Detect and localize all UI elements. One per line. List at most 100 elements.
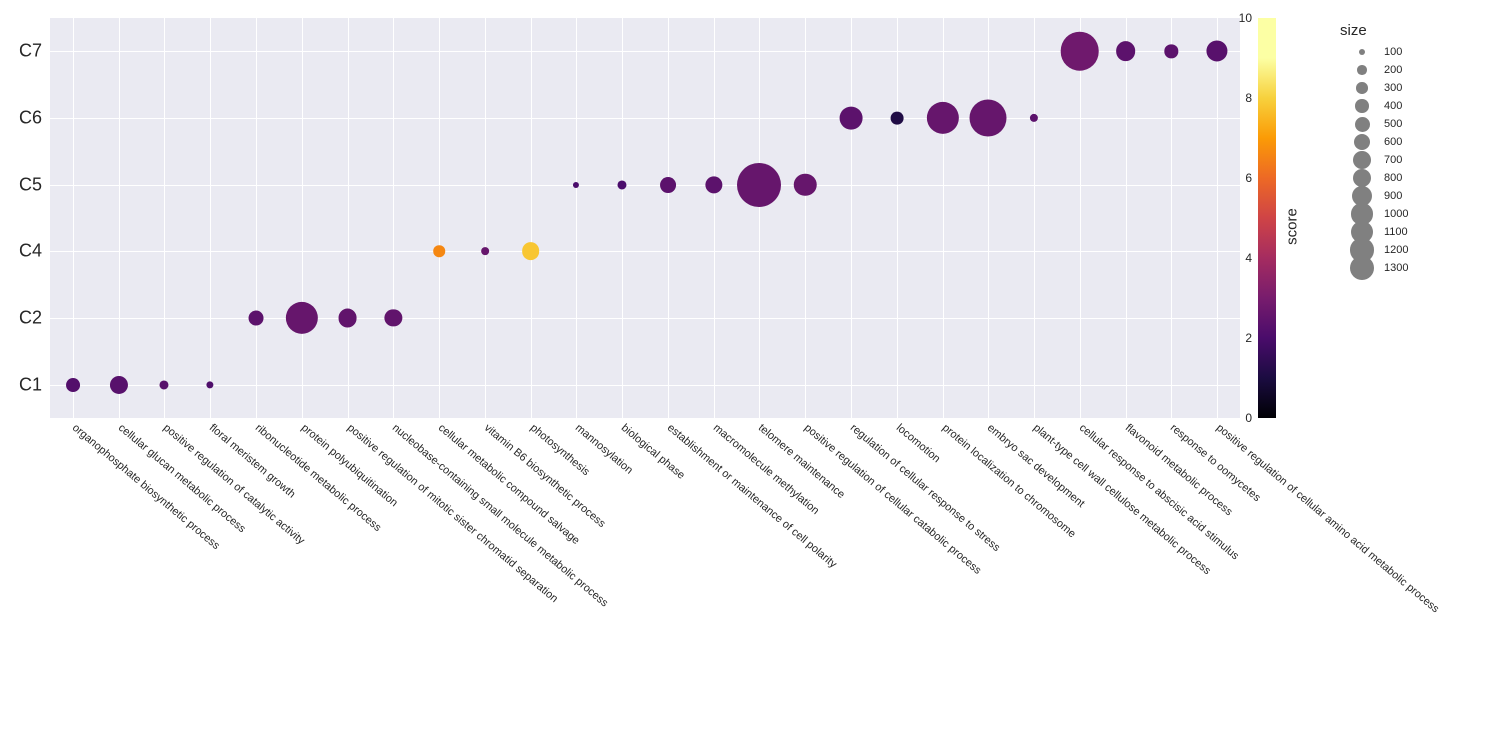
data-point xyxy=(207,381,214,388)
gridline-v xyxy=(73,18,74,418)
data-point xyxy=(1207,41,1228,62)
size-legend-label: 500 xyxy=(1384,118,1402,130)
colorbar-tick: 4 xyxy=(1245,251,1252,265)
size-legend-label: 1200 xyxy=(1384,244,1408,256)
colorbar-title: score xyxy=(1284,208,1301,245)
data-point xyxy=(338,309,357,328)
x-tick-label: locomotion xyxy=(894,422,942,465)
data-point xyxy=(110,376,128,394)
size-legend-dot xyxy=(1355,117,1370,132)
size-legend-label: 900 xyxy=(1384,190,1402,202)
size-legend-row: 200 xyxy=(1340,61,1408,79)
colorbar-gradient xyxy=(1258,18,1276,418)
size-legend-dot xyxy=(1359,49,1366,56)
x-tick-label: floral meristem growth xyxy=(207,422,298,501)
data-point xyxy=(433,246,445,258)
gridline-v xyxy=(119,18,120,418)
data-point xyxy=(385,309,402,326)
gridline-h xyxy=(50,118,1240,119)
size-legend-row: 400 xyxy=(1340,97,1408,115)
x-tick-label: nucleobase-containing small molecule met… xyxy=(390,422,610,610)
gridline-v xyxy=(485,18,486,418)
size-legend-row: 900 xyxy=(1340,187,1408,205)
data-point xyxy=(660,177,676,193)
data-point xyxy=(737,163,781,207)
chart-container: C1C2C4C5C6C7organophosphate biosynthetic… xyxy=(10,10,1490,740)
gridline-v xyxy=(668,18,669,418)
data-point xyxy=(890,112,903,125)
x-tick-label: positive regulation of mitotic sister ch… xyxy=(344,422,559,605)
data-point xyxy=(248,311,263,326)
gridline-v xyxy=(210,18,211,418)
size-legend-dot xyxy=(1357,65,1366,74)
gridline-v xyxy=(988,18,989,418)
size-legend-label: 100 xyxy=(1384,46,1402,58)
colorbar-tick: 8 xyxy=(1245,91,1252,105)
plot-area: C1C2C4C5C6C7organophosphate biosynthetic… xyxy=(50,18,1240,418)
gridline-v xyxy=(164,18,165,418)
size-legend-dot xyxy=(1356,82,1368,94)
colorbar-tick: 10 xyxy=(1239,11,1252,25)
y-tick-label: C7 xyxy=(19,41,42,62)
gridline-v xyxy=(531,18,532,418)
size-legend-label: 200 xyxy=(1384,64,1402,76)
gridline-v xyxy=(622,18,623,418)
size-legend-row: 800 xyxy=(1340,169,1408,187)
data-point xyxy=(1165,45,1178,58)
colorbar-tick: 6 xyxy=(1245,171,1252,185)
data-point xyxy=(926,102,958,134)
size-legend-label: 600 xyxy=(1384,136,1402,148)
y-tick-label: C4 xyxy=(19,241,42,262)
gridline-v xyxy=(943,18,944,418)
data-point xyxy=(970,100,1007,137)
size-legend-dot xyxy=(1350,256,1374,280)
data-point xyxy=(1061,32,1100,71)
colorbar-tick: 0 xyxy=(1245,411,1252,425)
gridline-v xyxy=(439,18,440,418)
y-tick-label: C6 xyxy=(19,108,42,129)
data-point xyxy=(573,182,579,188)
data-point xyxy=(1116,41,1136,61)
size-legend-label: 700 xyxy=(1384,154,1402,166)
size-legend-label: 300 xyxy=(1384,82,1402,94)
size-legend-label: 800 xyxy=(1384,172,1402,184)
size-legend-label: 1300 xyxy=(1384,262,1408,274)
gridline-v xyxy=(1171,18,1172,418)
gridline-v xyxy=(851,18,852,418)
size-legend-row: 700 xyxy=(1340,151,1408,169)
gridline-v xyxy=(805,18,806,418)
data-point xyxy=(160,380,169,389)
gridline-v xyxy=(1217,18,1218,418)
data-point xyxy=(1030,114,1038,122)
data-point xyxy=(522,242,540,260)
y-tick-label: C5 xyxy=(19,174,42,195)
size-legend-label: 400 xyxy=(1384,100,1402,112)
x-tick-label: cellular response to abscisic acid stimu… xyxy=(1077,422,1241,562)
colorbar-tick: 2 xyxy=(1245,331,1252,345)
size-legend-row: 300 xyxy=(1340,79,1408,97)
x-tick-label: positive regulation of cellular amino ac… xyxy=(1214,422,1441,616)
size-legend-dot xyxy=(1353,151,1371,169)
gridline-v xyxy=(302,18,303,418)
gridline-v xyxy=(256,18,257,418)
gridline-h xyxy=(50,385,1240,386)
size-legend-row: 100 xyxy=(1340,43,1408,61)
y-tick-label: C2 xyxy=(19,308,42,329)
size-legend-dot xyxy=(1353,169,1372,188)
size-legend-label: 1100 xyxy=(1384,226,1408,238)
gridline-v xyxy=(393,18,394,418)
gridline-h xyxy=(50,251,1240,252)
gridline-v xyxy=(897,18,898,418)
size-legend-row: 500 xyxy=(1340,115,1408,133)
gridline-v xyxy=(1126,18,1127,418)
x-tick-label: establishment or maintenance of cell pol… xyxy=(665,422,839,571)
data-point xyxy=(840,107,863,130)
data-point xyxy=(618,180,627,189)
x-tick-label: response to oomycetes xyxy=(1168,422,1263,504)
gridline-v xyxy=(1080,18,1081,418)
y-tick-label: C1 xyxy=(19,374,42,395)
data-point xyxy=(705,176,722,193)
gridline-v xyxy=(714,18,715,418)
data-point xyxy=(481,247,489,255)
size-legend-dot xyxy=(1354,134,1370,150)
